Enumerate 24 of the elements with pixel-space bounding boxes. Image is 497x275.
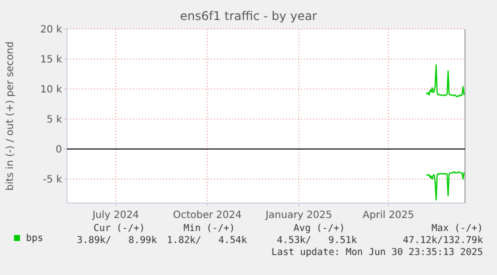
text: Cur (-/+) xyxy=(94,223,145,234)
y-axis-title: bits in (-) / out (+) per second xyxy=(5,41,16,191)
y-tick-label: 10 k xyxy=(40,84,62,96)
text: 3.89k/ 8.99k xyxy=(76,235,158,246)
line-series xyxy=(426,64,465,98)
y-tick-label: 0 xyxy=(56,144,62,156)
y-tick-label: 20 k xyxy=(40,24,62,36)
chart-title: ens6f1 traffic - by year xyxy=(180,9,318,23)
x-tick-label: January 2025 xyxy=(264,210,332,221)
legend-label: bps xyxy=(26,233,44,244)
y-tick-label: -5 k xyxy=(43,174,62,186)
text: Avg (-/+) xyxy=(294,223,345,234)
x-tick-label: July 2024 xyxy=(91,210,140,221)
text: 4.53k/ 9.51k xyxy=(276,235,358,246)
line-series xyxy=(426,171,465,201)
text: Min (-/+) xyxy=(184,223,235,234)
text: Max (-/+) xyxy=(432,223,483,234)
text: 47.12k/132.79k xyxy=(402,235,484,246)
y-tick-label: 15 k xyxy=(40,54,62,66)
text: 1.82k/ 4.54k xyxy=(166,235,248,246)
y-tick-label: 5 k xyxy=(46,114,62,126)
text: Last update: Mon Jun 30 23:35:13 2025 xyxy=(271,247,483,258)
x-tick-label: April 2025 xyxy=(362,210,414,221)
x-tick-label: October 2024 xyxy=(172,210,242,221)
